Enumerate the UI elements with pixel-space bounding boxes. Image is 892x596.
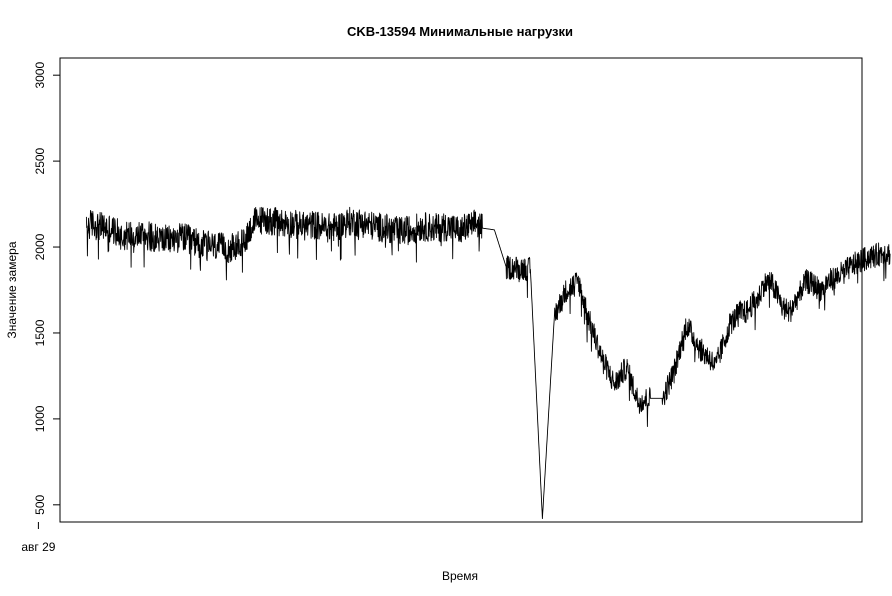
y-tick-label: 3000 bbox=[33, 62, 47, 89]
x-axis: авг 04авг 09авг 14авг 19авг 24авг 29 bbox=[21, 522, 56, 554]
x-axis-label: Время bbox=[442, 569, 478, 583]
y-tick-label: 500 bbox=[33, 494, 47, 514]
y-tick-label: 2500 bbox=[33, 147, 47, 174]
y-tick-label: 1500 bbox=[33, 319, 47, 346]
series-line-0 bbox=[85, 206, 891, 520]
y-axis: 500 1000 1500 2000 2500 3000 bbox=[33, 62, 60, 515]
y-tick-label: 2000 bbox=[33, 233, 47, 260]
y-axis-label: Значение замера bbox=[5, 241, 19, 338]
plot-frame bbox=[59, 57, 863, 523]
series-layer bbox=[85, 206, 891, 520]
y-tick-label: 1000 bbox=[33, 405, 47, 432]
x-tick-label: авг 29 bbox=[21, 540, 55, 554]
chart-title: CKB-13594 Минимальные нагрузки bbox=[347, 24, 573, 39]
